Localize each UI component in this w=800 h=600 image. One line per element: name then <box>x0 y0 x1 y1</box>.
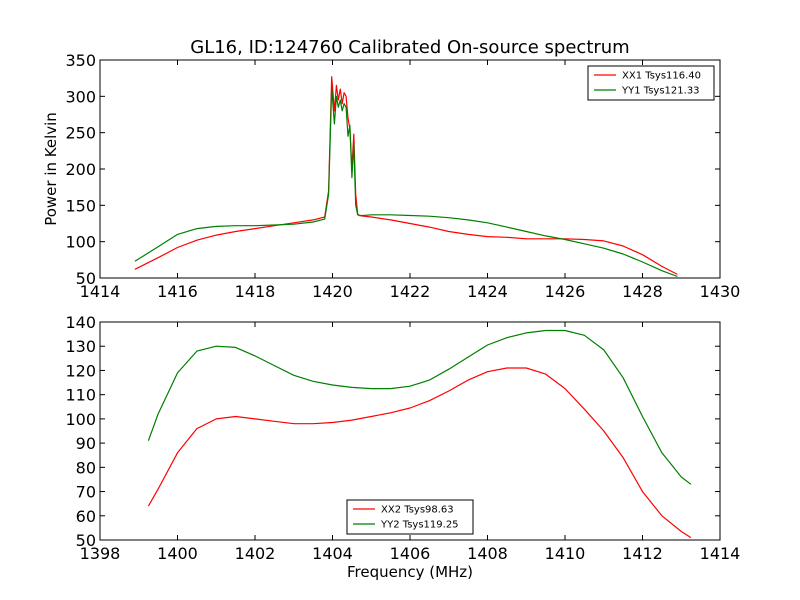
y-tick-label: 70 <box>76 483 96 502</box>
y-axis-label: Power in Kelvin <box>42 112 60 226</box>
y-tick-label: 90 <box>76 434 96 453</box>
series-line-yy2 <box>147 329 692 485</box>
legend-entry: XX1 Tsys116.40 <box>622 71 701 82</box>
y-tick-label: 110 <box>65 386 96 405</box>
y-tick-label: 130 <box>65 337 96 356</box>
series-line-xx2 <box>147 367 692 539</box>
x-tick-label: 1428 <box>622 282 663 301</box>
y-tick-label: 350 <box>65 51 96 70</box>
legend-box <box>346 499 474 535</box>
x-tick-label: 1414 <box>700 544 741 563</box>
legend-entry: YY1 Tsys121.33 <box>621 86 700 97</box>
y-tick-label: 250 <box>65 124 96 143</box>
x-tick-label: 1418 <box>235 282 276 301</box>
y-tick-label: 60 <box>76 507 96 526</box>
x-tick-label: 1426 <box>545 282 586 301</box>
legend-box <box>587 65 715 101</box>
legend-entry: XX2 Tsys98.63 <box>381 505 454 516</box>
chart-title: GL16, ID:124760 Calibrated On-source spe… <box>190 37 629 58</box>
x-tick-label: 1424 <box>467 282 508 301</box>
y-tick-label: 100 <box>65 233 96 252</box>
x-tick-label: 1416 <box>157 282 198 301</box>
x-tick-label: 1430 <box>700 282 741 301</box>
x-tick-label: 1410 <box>545 544 586 563</box>
x-tick-label: 1406 <box>390 544 431 563</box>
x-tick-label: 1420 <box>312 282 353 301</box>
x-tick-label: 1408 <box>467 544 508 563</box>
x-tick-label: 1414 <box>80 282 121 301</box>
x-axis-label: Frequency (MHz) <box>347 563 473 581</box>
legend-entry: YY2 Tsys119.25 <box>380 520 459 531</box>
x-tick-label: 1404 <box>312 544 353 563</box>
y-tick-label: 300 <box>65 87 96 106</box>
x-tick-label: 1400 <box>157 544 198 563</box>
top-plot: 1414 1416 1418 1420 1422 1424 1426 1428 1430 50 10… <box>42 51 740 301</box>
y-tick-label: 150 <box>65 196 96 215</box>
series-line-xx1 <box>134 76 678 275</box>
y-tick-label: 140 <box>65 313 96 332</box>
y-tick-label: 100 <box>65 410 96 429</box>
y-tick-label: 200 <box>65 160 96 179</box>
y-tick-label: 120 <box>65 361 96 380</box>
y-tick-label: 50 <box>76 269 96 288</box>
x-tick-label: 1422 <box>390 282 431 301</box>
series-line-yy1 <box>134 86 678 278</box>
y-tick-label: 80 <box>76 458 96 477</box>
y-tick-label: 50 <box>76 531 96 550</box>
bottom-plot: 1398 1400 1402 1404 1406 1408 1410 1412 1414 50 60… <box>65 313 740 581</box>
x-tick-label: 1412 <box>622 544 663 563</box>
x-tick-label: 1398 <box>80 544 121 563</box>
legend: XX1 Tsys116.40 YY1 Tsys121.33 <box>587 65 715 101</box>
legend: XX2 Tsys98.63 YY2 Tsys119.25 <box>346 499 474 535</box>
x-tick-label: 1402 <box>235 544 276 563</box>
